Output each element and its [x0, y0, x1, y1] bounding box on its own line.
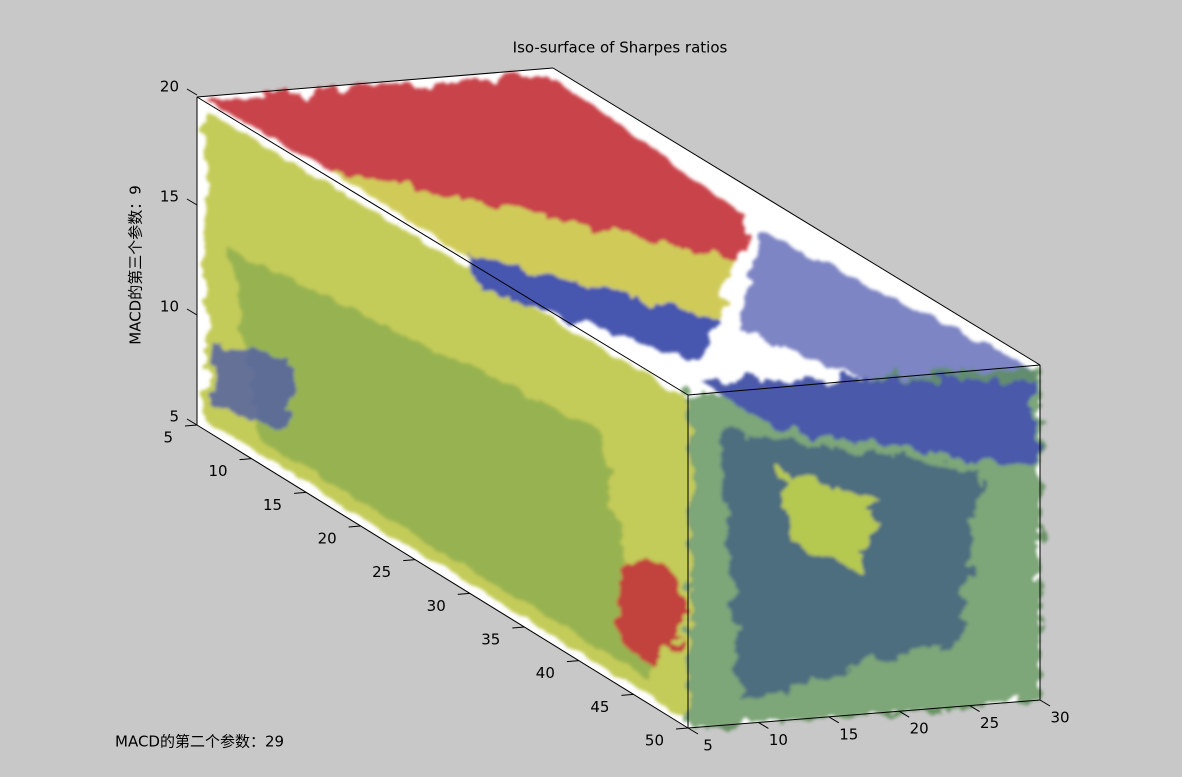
y-tick [621, 693, 634, 696]
surface-top-blue [470, 255, 720, 360]
y-tick-label: 35 [481, 631, 500, 649]
x-tick-label: 25 [980, 714, 999, 732]
y-tick-label: 50 [645, 732, 664, 750]
box-edge [196, 424, 689, 729]
y-tick [512, 626, 525, 629]
y-tick-label: 45 [590, 698, 609, 716]
box-edge [687, 364, 1041, 396]
y-tick [239, 458, 252, 461]
y-tick-label: 5 [163, 429, 173, 447]
y-tick [184, 424, 198, 427]
box-edge [687, 699, 1041, 729]
z-tick-label: 15 [160, 188, 179, 206]
y-tick-label: 15 [263, 496, 282, 514]
surface-top-red [205, 75, 750, 260]
z-tick-label: 10 [160, 298, 179, 316]
y-axis-label: MACD的第二个参数：29 [115, 733, 284, 751]
y-tick-label: 40 [536, 664, 555, 682]
surface-left-green [230, 250, 650, 680]
chart-title: Iso-surface of Sharpes ratios [513, 39, 728, 57]
x-tick-label: 30 [1050, 709, 1069, 727]
y-tick [457, 592, 470, 595]
z-tick [186, 88, 198, 96]
surface-front-blue [700, 380, 1035, 470]
x-tick-label: 10 [769, 731, 788, 749]
surface-front-yellow [780, 470, 880, 570]
z-axis-label: MACD的第三个参数：9 [127, 185, 145, 345]
z-tick [186, 198, 198, 206]
y-tick [403, 559, 416, 562]
surface-left-blue [210, 340, 290, 430]
x-tick-label: 20 [910, 720, 929, 738]
x-tick [828, 716, 840, 724]
y-tick [675, 727, 689, 730]
z-tick [186, 308, 198, 316]
box-edge [196, 96, 689, 396]
y-tick [294, 491, 307, 494]
x-tick [898, 710, 910, 718]
box-edge [196, 67, 554, 98]
box-edge [552, 67, 1041, 366]
x-tick [1039, 699, 1051, 707]
y-tick [566, 660, 579, 663]
y-tick-label: 25 [372, 563, 391, 581]
y-tick-label: 30 [427, 597, 446, 615]
surface-red-blob [615, 560, 685, 660]
x-tick [969, 705, 980, 713]
z-tick [186, 418, 198, 426]
z-tick-label: 20 [160, 78, 179, 96]
x-tick-label: 15 [839, 725, 858, 743]
y-tick-label: 10 [208, 462, 227, 480]
y-tick [348, 525, 361, 528]
iso-surface [205, 75, 1040, 728]
x-tick-label: 5 [703, 737, 713, 755]
z-tick-label: 5 [169, 408, 179, 426]
surface-top-yellow [330, 170, 735, 320]
y-tick-label: 20 [318, 530, 337, 548]
x-tick [758, 721, 769, 729]
x-tick [687, 727, 699, 735]
